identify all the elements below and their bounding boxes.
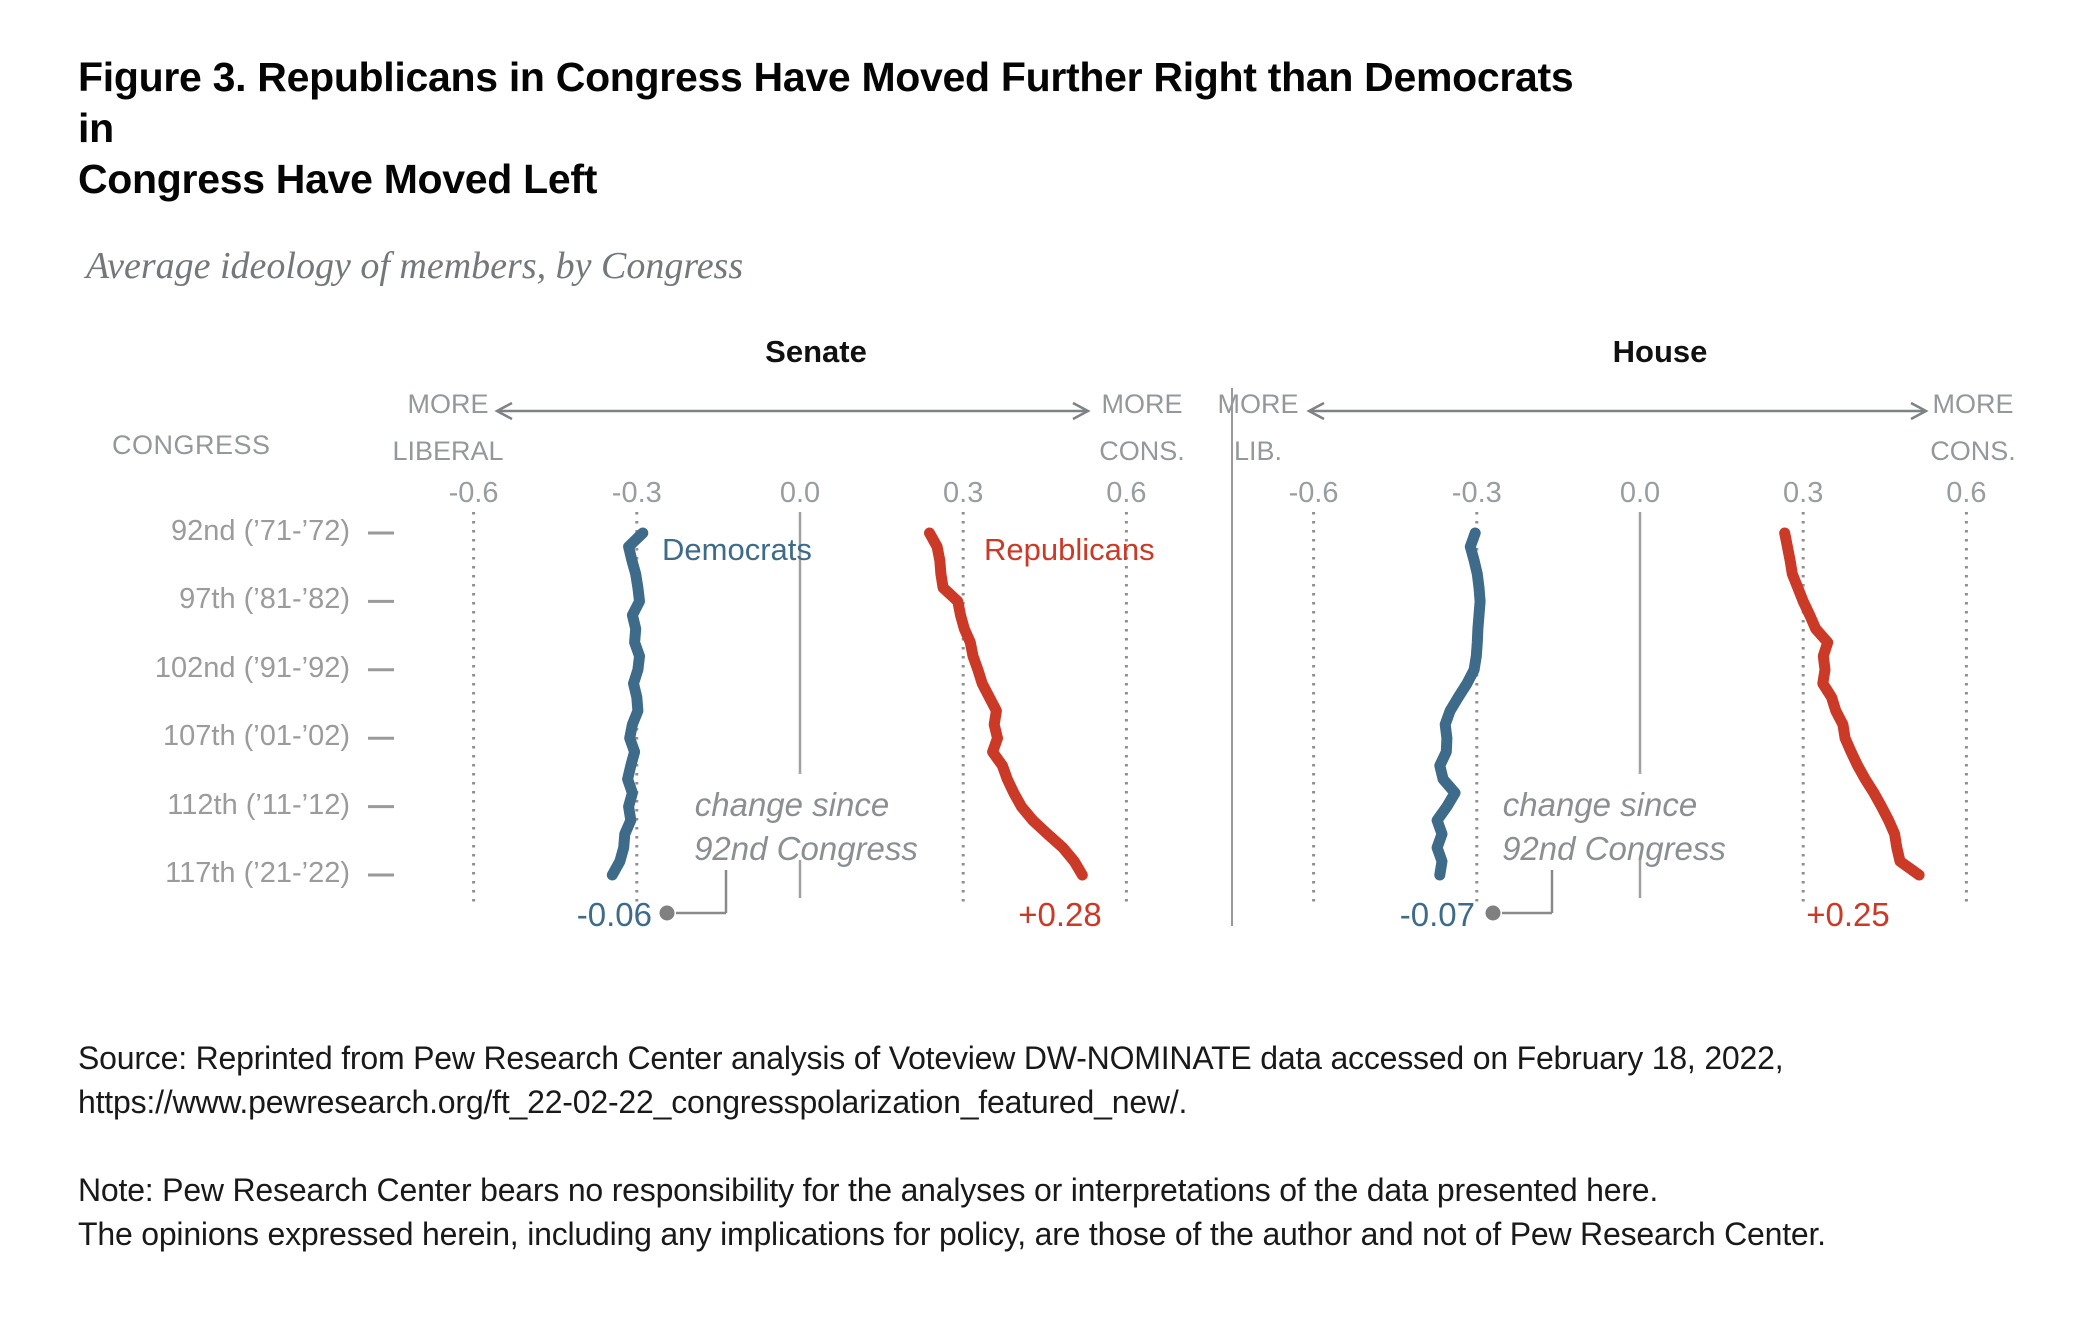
senate-left-axis-label-line1: MORE [407,389,489,419]
congress-row-label: 107th (’01-’02) [163,720,350,753]
congress-row-label: 117th (’21-’22) [165,857,350,889]
house-axis-tick-label: 0.6 [1946,477,1987,509]
house-right-axis-label-line2: CONS. [1930,436,2016,466]
senate-republican-change-value: +0.28 [1018,896,1102,933]
congress-row-label: 97th (’81-’82) [179,583,350,616]
house-axis-tick-label: -0.3 [1451,477,1502,509]
republicans-line-senate [924,527,1088,881]
senate-annotation-line1: change since [694,786,890,823]
house-annotation-line1: change since [1502,786,1698,823]
congress-row-label: 102nd (’91-’92) [154,651,350,684]
senate-callout-dot [659,905,675,921]
senate-axis-tick-label: 0.0 [779,477,821,509]
house-annotation-line2: 92nd Congress [1502,830,1726,867]
democrats-line-senate [606,527,649,881]
senate-democrat-change-value: -0.06 [576,896,652,933]
congress-column-header: CONGRESS [112,430,271,460]
house-axis-tick-label: 0.3 [1783,477,1824,509]
figure-title-line1: Figure 3. Republicans in Congress Have M… [78,54,1574,151]
congress-row-label: 92nd (’71-’72) [171,515,350,547]
house-panel-title: House [1612,334,1708,369]
senate-axis-tick-label: 0.6 [1106,477,1147,509]
house-left-axis-label-line2: LIB. [1233,436,1283,466]
senate-axis-tick-label: 0.3 [943,477,984,509]
senate-axis-tick-label: -0.6 [448,477,499,509]
house-axis-tick-label: -0.6 [1288,477,1339,509]
house-axis-tick-label: 0.0 [1619,477,1661,509]
senate-axis-tick-label: -0.3 [611,477,662,509]
note-text-line1: Note: Pew Research Center bears no respo… [78,1172,1659,1208]
senate-annotation-line2: 92nd Congress [694,830,918,867]
senate-right-axis-label-line2: CONS. [1099,436,1185,466]
house-right-axis-label-line1: MORE [1932,389,2014,419]
source-text-line1: Source: Reprinted from Pew Research Cent… [78,1040,1784,1076]
congress-row-label: 112th (’11-’12) [167,788,350,821]
house-left-axis-label: MORE LIB. [1178,381,1338,475]
democrats-series-label: Democrats [662,532,812,567]
source-text: Source: Reprinted from Pew Research Cent… [78,1036,2038,1124]
senate-left-axis-label: MORE LIBERAL [368,381,528,475]
senate-right-axis-label: MORE CONS. [1062,381,1222,475]
senate-panel-title: Senate [765,334,867,369]
house-democrat-change-value: -0.07 [1399,896,1475,933]
house-callout-dot [1485,905,1501,921]
house-left-axis-label-line1: MORE [1217,389,1299,419]
house-republican-change-value: +0.25 [1806,896,1890,933]
house-right-axis-label: MORE CONS. [1893,381,2053,475]
note-text: Note: Pew Research Center bears no respo… [78,1168,2038,1256]
source-text-line2: https://www.pewresearch.org/ft_22-02-22_… [78,1084,1188,1120]
figure-title-line2: Congress Have Moved Left [78,156,598,202]
senate-left-axis-label-line2: LIBERAL [392,436,504,466]
figure-title: Figure 3. Republicans in Congress Have M… [78,52,1578,205]
senate-right-axis-label-line1: MORE [1101,389,1183,419]
figure-subtitle: Average ideology of members, by Congress [86,245,744,287]
note-text-line2: The opinions expressed herein, including… [78,1216,1826,1252]
republicans-line-house [1779,527,1925,881]
republicans-series-label: Republicans [984,532,1155,567]
